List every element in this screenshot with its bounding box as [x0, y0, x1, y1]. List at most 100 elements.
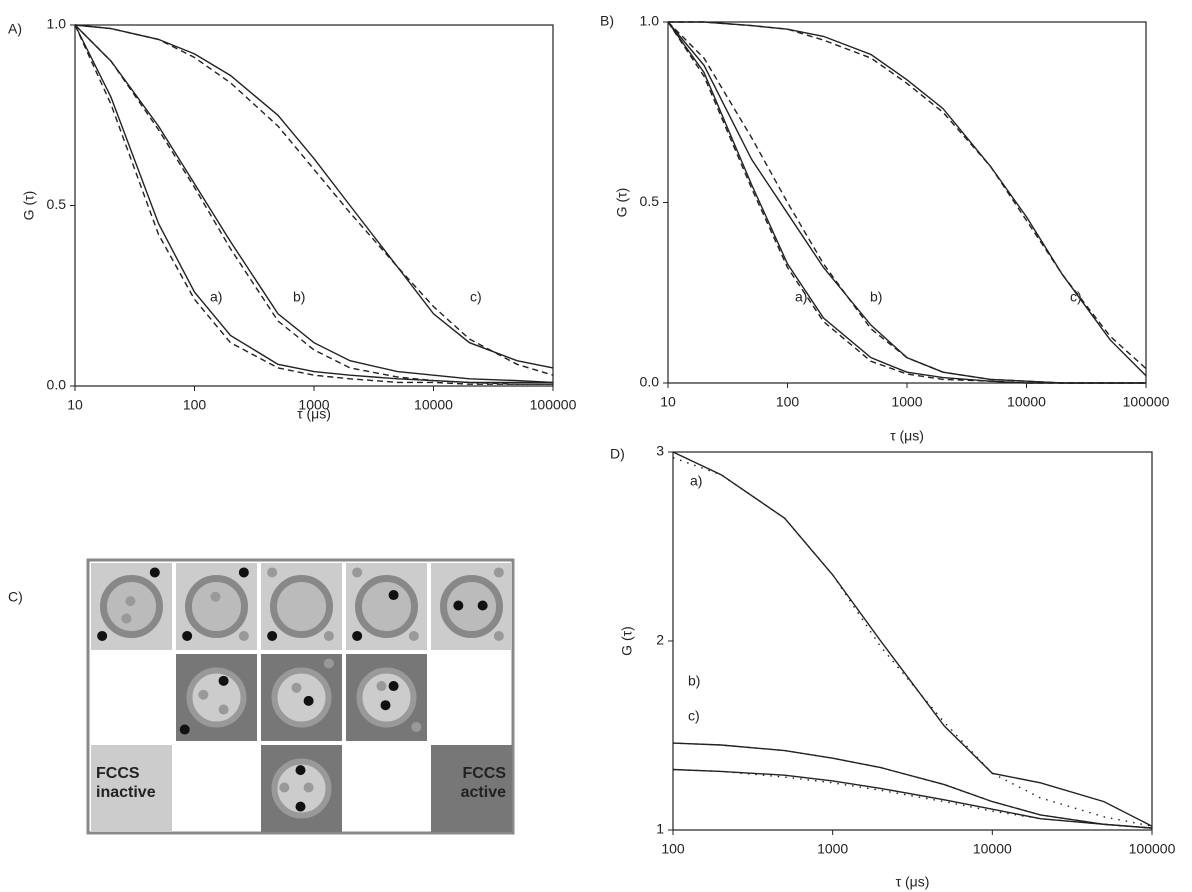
data-line: [74, 24, 554, 384]
fit-line: [74, 24, 553, 385]
panel-label: A): [8, 21, 22, 37]
fit-line: [667, 21, 1146, 384]
y-tick-label: 2: [656, 632, 664, 648]
vesicle: [186, 667, 247, 728]
x-tick-label: 10: [67, 397, 83, 413]
y-axis-label: G (τ): [619, 626, 635, 656]
diagram-cell: [431, 745, 512, 832]
data-line: [668, 21, 1147, 377]
y-axis-label: G (τ): [614, 188, 630, 218]
y-tick-label: 0.5: [640, 193, 660, 209]
curve-label: b): [293, 289, 305, 305]
particle: [182, 630, 193, 641]
vesicle: [356, 667, 417, 728]
particle: [388, 590, 399, 601]
y-tick-label: 0.0: [640, 374, 660, 390]
y-axis-label: G (τ): [21, 191, 37, 221]
data-line: [74, 24, 554, 369]
x-tick-label: 100000: [1129, 841, 1176, 857]
fit-line: [668, 21, 1147, 370]
curve-label: a): [210, 289, 222, 305]
particle: [352, 567, 363, 578]
particle: [267, 630, 278, 641]
data-line: [672, 451, 1153, 827]
particle: [323, 658, 334, 669]
particle: [388, 681, 399, 692]
particle: [295, 801, 306, 812]
particle: [218, 675, 229, 686]
x-tick-label: 100000: [530, 397, 577, 413]
particle: [198, 689, 209, 700]
vesicle: [271, 758, 332, 819]
particle: [238, 567, 249, 578]
particle: [210, 591, 221, 602]
data-line: [672, 742, 1153, 829]
vesicle: [440, 575, 503, 638]
x-tick-label: 10000: [414, 397, 453, 413]
panel-label: C): [8, 589, 23, 605]
y-tick-label: 1.0: [47, 16, 67, 32]
data-line: [667, 21, 1146, 384]
particle: [121, 613, 132, 624]
particle: [380, 700, 391, 711]
particle: [352, 630, 363, 641]
data-line: [667, 21, 1146, 384]
particle: [493, 567, 504, 578]
fit-line: [74, 24, 554, 376]
x-tick-label: 10000: [1007, 394, 1046, 410]
curve-label: b): [688, 673, 700, 689]
x-axis-label: τ (μs): [896, 874, 930, 890]
y-tick-label: 1: [656, 821, 664, 837]
x-tick-label: 100: [183, 397, 207, 413]
particle: [295, 765, 306, 776]
x-tick-label: 1000: [298, 397, 329, 413]
x-tick-label: 1000: [891, 394, 922, 410]
particle: [376, 681, 387, 692]
curve-label: c): [470, 289, 482, 305]
curve-label: c): [688, 708, 700, 724]
vesicle: [355, 575, 418, 638]
caption-inactive: FCCS inactive: [96, 765, 156, 801]
particle: [97, 630, 108, 641]
particle: [477, 600, 488, 611]
x-tick-label: 10000: [973, 841, 1012, 857]
x-axis-label: τ (μs): [890, 428, 924, 444]
fit-line: [672, 457, 1153, 827]
x-tick-label: 100: [776, 394, 800, 410]
vesicle: [100, 575, 163, 638]
data-line: [672, 768, 1153, 829]
particle: [411, 721, 422, 732]
curve-label: b): [870, 289, 882, 305]
vesicle: [271, 667, 332, 728]
particle: [267, 567, 278, 578]
caption-active: FCCS active: [460, 765, 506, 801]
y-tick-label: 3: [656, 443, 664, 459]
diagram: [86, 558, 515, 835]
particle: [493, 630, 504, 641]
particle: [408, 630, 419, 641]
x-tick-label: 100: [661, 841, 685, 857]
data-line: [74, 24, 553, 384]
particle: [303, 782, 314, 793]
x-tick-label: 100000: [1123, 394, 1170, 410]
diagram-cell: [91, 745, 172, 832]
particle: [125, 596, 136, 607]
panel-label: D): [610, 446, 625, 462]
fit-line: [672, 768, 1153, 829]
particle: [149, 567, 160, 578]
x-tick-label: 10: [660, 394, 676, 410]
fit-line: [672, 742, 1153, 829]
x-tick-label: 1000: [817, 841, 848, 857]
particle: [303, 695, 314, 706]
vesicle: [185, 575, 248, 638]
fit-line: [74, 24, 553, 385]
panel-label: B): [600, 13, 614, 29]
y-tick-label: 0.5: [47, 196, 67, 212]
particle: [179, 724, 190, 735]
plot-frame: [667, 21, 1147, 384]
particle: [291, 682, 302, 693]
particle: [453, 600, 464, 611]
particle: [279, 782, 290, 793]
vesicle: [270, 575, 333, 638]
